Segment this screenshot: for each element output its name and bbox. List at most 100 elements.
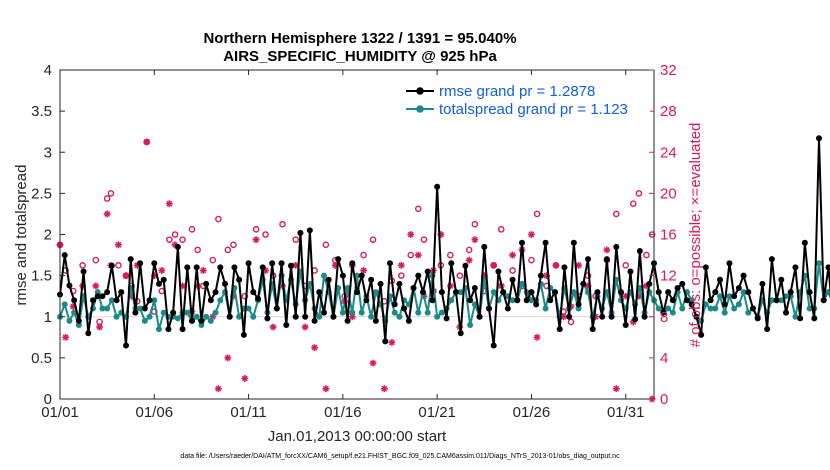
rmse-point <box>278 260 285 267</box>
totalspread-point <box>768 297 775 304</box>
rmse-point <box>184 264 191 271</box>
rmse-point <box>533 301 540 308</box>
obs-evaluated-stroke <box>552 262 559 269</box>
legend-rmse-label: rmse grand pr = 1.2878 <box>439 83 595 100</box>
obs-evaluated-stroke <box>92 282 99 289</box>
obs-evaluated-stroke <box>158 267 165 274</box>
rmse-point <box>137 260 144 267</box>
plot-area <box>60 70 654 399</box>
rmse-point <box>405 317 412 324</box>
obs-evaluated-stroke <box>123 272 129 279</box>
obs-possible-marker <box>179 236 186 243</box>
rmse-point <box>514 297 521 304</box>
obs-possible-marker <box>456 272 464 279</box>
obs-possible-marker <box>107 190 115 197</box>
y-axis-right-label: # of obs: o=possible; ×=evaluated <box>687 123 704 348</box>
rmse-point <box>528 289 535 296</box>
rmse-point <box>75 317 82 324</box>
legend-rmse-marker <box>416 87 424 95</box>
totalspread-point <box>707 305 714 312</box>
totalspread-point <box>61 301 68 308</box>
obs-possible-marker <box>465 246 473 254</box>
rmse-point <box>797 315 804 322</box>
rmse-point <box>132 309 139 316</box>
rmse-series <box>57 135 830 349</box>
obs-possible-marker <box>629 200 637 207</box>
totalspread-point <box>712 305 719 312</box>
obs-evaluated-marker <box>509 251 516 259</box>
totalspread-point <box>396 313 403 320</box>
obs-evaluated-marker <box>407 231 415 238</box>
rmse-point <box>721 301 728 308</box>
y-left-tick-label: 3 <box>44 144 52 161</box>
totalspread-point <box>349 309 356 316</box>
obs-evaluated-marker <box>92 282 100 290</box>
rmse-point <box>146 297 153 304</box>
rmse-point <box>627 268 634 275</box>
totalspread-point <box>731 305 738 312</box>
obs-evaluated-stroke <box>509 252 516 259</box>
rmse-point <box>339 272 346 279</box>
totalspread-point <box>174 315 181 322</box>
rmse-point <box>820 297 827 304</box>
rmse-point <box>170 309 177 316</box>
rmse-point <box>542 239 549 246</box>
obs-possible-marker <box>447 251 454 259</box>
totalspread-point <box>806 305 813 312</box>
rmse-point <box>382 338 389 345</box>
rmse-point <box>174 243 181 250</box>
rmse-point <box>108 262 115 269</box>
totalspread-point <box>457 289 464 296</box>
y-left-tick-label: 0 <box>44 391 52 408</box>
rmse-point <box>99 293 106 300</box>
obs-evaluated-marker <box>269 323 277 331</box>
rmse-point <box>566 313 573 320</box>
totalspread-point <box>509 297 516 304</box>
rmse-point <box>660 309 667 316</box>
rmse-point <box>825 264 830 271</box>
rmse-point <box>391 301 398 308</box>
totalspread-point <box>415 309 422 316</box>
rmse-point <box>207 297 214 304</box>
rmse-point <box>189 317 195 324</box>
obs-evaluated-stroke <box>528 231 535 238</box>
totalspread-point <box>358 309 365 316</box>
obs-evaluated-stroke <box>370 360 376 366</box>
rmse-point <box>141 305 148 312</box>
rmse-point <box>603 256 610 263</box>
totalspread-point <box>448 297 455 304</box>
rmse-point <box>321 309 327 316</box>
obs-evaluated-stroke <box>143 139 150 145</box>
rmse-point <box>486 305 492 312</box>
rmse-point <box>556 326 563 333</box>
chart-title-line2: AIRS_SPECIFIC_HUMIDITY @ 925 hPa <box>223 48 497 65</box>
totalspread-point <box>679 305 686 312</box>
rmse-point <box>438 289 445 296</box>
rmse-point <box>764 326 771 333</box>
obs-evaluated-stroke <box>407 231 414 238</box>
rmse-point <box>396 280 403 287</box>
rmse-point <box>655 289 662 296</box>
totalspread-point <box>721 309 728 316</box>
obs-possible-marker <box>369 236 377 243</box>
obs-possible-marker <box>471 220 479 228</box>
legend-box <box>398 80 650 122</box>
rmse-point <box>684 297 690 304</box>
totalspread-point <box>570 289 577 296</box>
y-left-tick-label: 3.5 <box>31 103 52 120</box>
chart-title-line1: Northern Hemisphere 1322 / 1391 = 95.040… <box>203 30 516 47</box>
rmse-point <box>311 317 318 324</box>
rmse-point <box>636 247 643 254</box>
totalspread-point <box>236 313 243 320</box>
obs-evaluated-marker <box>165 200 173 208</box>
rmse-point <box>622 321 629 328</box>
rmse-point <box>420 289 426 296</box>
rmse-point <box>113 297 120 304</box>
obs-evaluated-marker <box>115 241 122 249</box>
rmse-point <box>217 264 224 271</box>
rmse-point <box>123 342 129 349</box>
obs-possible-marker <box>622 262 630 269</box>
totalspread-point <box>368 313 375 320</box>
totalspread-point <box>740 289 747 296</box>
obs-evaluated-stroke <box>575 262 582 269</box>
